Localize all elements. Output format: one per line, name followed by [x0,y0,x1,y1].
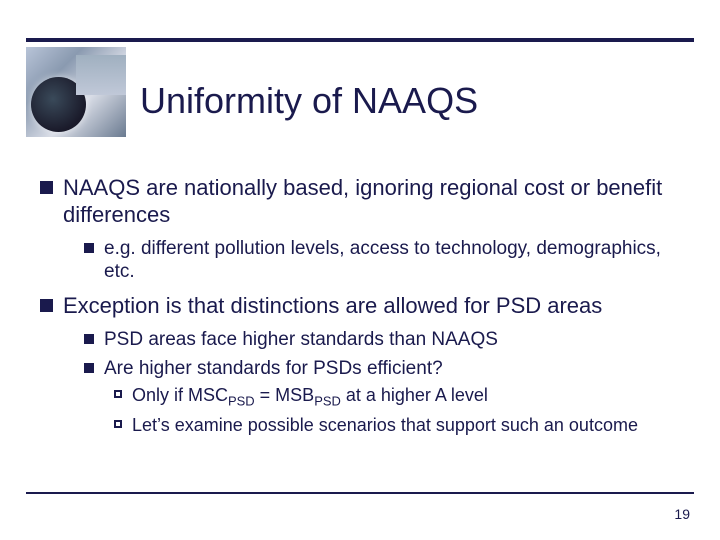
list-item: e.g. different pollution levels, access … [84,237,680,283]
square-bullet-icon [84,363,94,373]
list-item: Are higher standards for PSDs efficient?… [84,357,680,436]
square-bullet-icon [40,181,53,194]
slide: Uniformity of NAAQS NAAQS are nationally… [0,0,720,540]
decorative-globe-image [26,47,126,137]
bullet-text: Are higher standards for PSDs efficient? [104,357,443,380]
page-number: 19 [674,506,690,522]
bullet-text: NAAQS are nationally based, ignoring reg… [63,175,680,229]
hollow-square-bullet-icon [114,390,122,398]
bullet-text: Let’s examine possible scenarios that su… [132,414,638,437]
subscript: PSD [314,394,341,409]
bullet-text: e.g. different pollution levels, access … [104,237,680,283]
list-item: Exception is that distinctions are allow… [40,293,680,436]
bullet-text: Only if MSCPSD = MSBPSD at a higher A le… [132,384,488,410]
list-item: Let’s examine possible scenarios that su… [114,414,680,437]
text-fragment: at a higher A level [341,385,488,405]
hollow-square-bullet-icon [114,420,122,428]
list-item: NAAQS are nationally based, ignoring reg… [40,175,680,283]
subscript: PSD [228,394,255,409]
bullet-text: Exception is that distinctions are allow… [63,293,602,320]
square-bullet-icon [40,299,53,312]
bottom-rule [26,492,694,494]
top-rule [26,38,694,42]
text-fragment: Only if MSC [132,385,228,405]
slide-title: Uniformity of NAAQS [140,80,478,122]
bullet-text: PSD areas face higher standards than NAA… [104,328,498,351]
square-bullet-icon [84,243,94,253]
list-item: Only if MSCPSD = MSBPSD at a higher A le… [114,384,680,410]
text-fragment: = MSB [255,385,315,405]
content-area: NAAQS are nationally based, ignoring reg… [40,175,680,446]
list-item: PSD areas face higher standards than NAA… [84,328,680,351]
square-bullet-icon [84,334,94,344]
